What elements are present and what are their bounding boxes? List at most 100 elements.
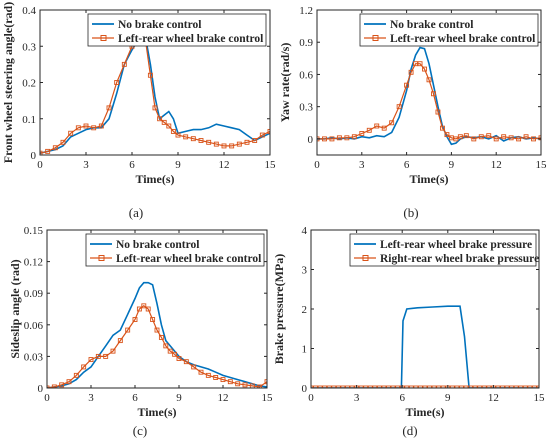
x-axis-label: Time(s) xyxy=(137,405,176,419)
data-point xyxy=(163,343,169,349)
series-1 xyxy=(311,305,539,388)
data-point xyxy=(157,116,163,122)
data-point xyxy=(396,104,402,110)
data-point xyxy=(75,125,81,131)
data-point xyxy=(413,61,419,67)
x-tick-label: 0 xyxy=(37,159,43,171)
series-1 xyxy=(317,46,541,146)
data-point xyxy=(236,141,242,147)
panel-label: (d) xyxy=(402,423,417,438)
data-point xyxy=(51,384,57,388)
data-point xyxy=(531,385,537,388)
data-point xyxy=(509,385,515,388)
x-axis-label: Time(s) xyxy=(135,172,174,186)
series-2 xyxy=(317,61,541,142)
data-point xyxy=(183,134,189,140)
x-axis-label: Time(s) xyxy=(409,172,448,186)
data-point xyxy=(73,372,79,378)
y-tick-label: 3 xyxy=(302,265,308,277)
data-point xyxy=(531,136,536,142)
legend-label: No brake control xyxy=(390,19,473,31)
x-axis-label: Time(s) xyxy=(405,405,444,419)
legend-label: Left-rear wheel brake control xyxy=(118,33,263,45)
data-point xyxy=(468,385,474,388)
series-2 xyxy=(40,32,270,155)
data-point xyxy=(426,77,432,83)
data-point xyxy=(439,125,445,131)
x-tick-label: 12 xyxy=(219,159,230,171)
series-1 xyxy=(40,38,270,154)
data-point xyxy=(345,385,350,388)
data-point xyxy=(147,72,153,78)
data-point xyxy=(264,379,267,385)
x-tick-label: 12 xyxy=(218,392,229,404)
data-point xyxy=(98,123,104,129)
y-tick-label: 4 xyxy=(302,225,308,237)
data-point xyxy=(170,128,176,134)
series-1 xyxy=(47,281,267,388)
y-axis-label: Yaw rate(rad/s) xyxy=(278,43,292,123)
y-tick-label: 0.3 xyxy=(299,102,313,114)
data-point xyxy=(363,385,369,388)
data-point xyxy=(351,134,357,140)
x-tick-label: 15 xyxy=(534,392,546,404)
y-tick-label: 0.3 xyxy=(22,41,36,53)
data-point xyxy=(472,385,478,388)
y-tick-label: 0 xyxy=(38,383,44,395)
data-point xyxy=(381,385,387,388)
data-point xyxy=(427,385,433,388)
panel-label: (a) xyxy=(129,205,143,220)
data-point xyxy=(121,61,127,67)
data-point xyxy=(408,385,414,388)
data-point xyxy=(335,385,341,388)
data-point xyxy=(81,364,87,370)
data-point xyxy=(68,130,74,136)
data-point xyxy=(422,385,428,388)
x-tick-label: 0 xyxy=(308,392,314,404)
legend-label: Left-rear wheel brake control xyxy=(390,33,535,45)
data-point xyxy=(136,306,142,312)
data-point xyxy=(376,385,382,388)
data-point xyxy=(40,150,43,155)
data-point xyxy=(221,143,227,149)
y-tick-label: 0.6 xyxy=(299,69,313,81)
data-point xyxy=(493,136,499,142)
y-tick-label: 0 xyxy=(308,134,314,146)
data-point xyxy=(404,82,410,88)
y-tick-label: 1 xyxy=(302,344,308,356)
data-point xyxy=(381,125,387,131)
data-point xyxy=(205,372,211,378)
x-tick-label: 9 xyxy=(175,159,181,171)
x-tick-label: 9 xyxy=(445,392,451,404)
data-point xyxy=(213,141,219,147)
data-point xyxy=(436,385,442,388)
legend-label: No brake control xyxy=(116,239,199,251)
legend-marker xyxy=(362,255,369,261)
x-tick-label: 15 xyxy=(262,392,274,404)
data-point xyxy=(453,136,459,142)
legend-box xyxy=(85,233,265,267)
data-point xyxy=(242,382,248,388)
data-point xyxy=(190,136,196,142)
legend-label: Left-rear wheel brake pressure xyxy=(380,239,532,251)
data-point xyxy=(463,133,469,139)
x-tick-label: 3 xyxy=(88,392,94,404)
data-point xyxy=(478,134,484,140)
panel-label: (c) xyxy=(133,423,147,438)
plot-frame xyxy=(46,229,268,389)
data-point xyxy=(367,385,373,388)
legend-box xyxy=(349,233,537,267)
data-point xyxy=(244,139,250,145)
data-point xyxy=(322,385,328,388)
data-point xyxy=(331,385,337,388)
data-point xyxy=(95,353,101,359)
y-axis-label: Sideslip angle (rad) xyxy=(8,259,22,358)
y-tick-label: 0.12 xyxy=(24,257,43,269)
x-tick-label: 3 xyxy=(83,159,89,171)
data-point xyxy=(522,385,528,388)
data-point xyxy=(444,132,450,138)
y-tick-label: 0 xyxy=(302,383,308,395)
x-tick-label: 6 xyxy=(132,392,138,404)
x-tick-label: 12 xyxy=(491,159,502,171)
